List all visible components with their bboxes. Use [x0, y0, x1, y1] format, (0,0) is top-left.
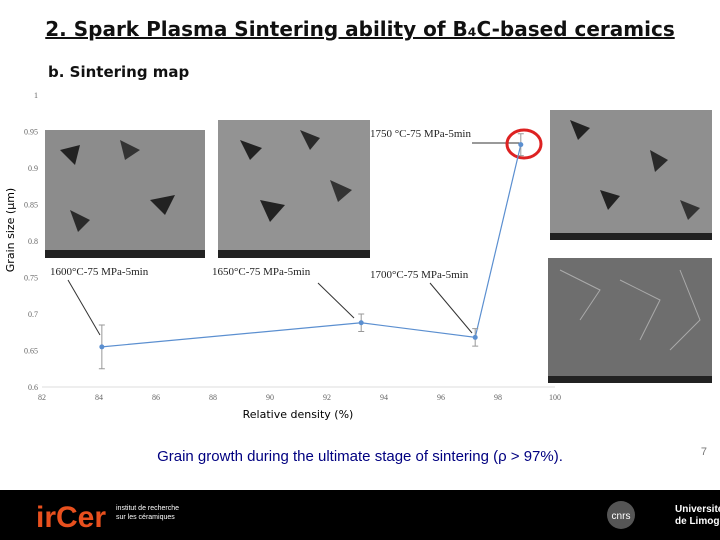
x-tick-label: 86 — [152, 393, 160, 402]
x-tick-label: 96 — [437, 393, 445, 402]
data-point — [472, 334, 478, 340]
micrograph — [548, 258, 712, 383]
annotation: 1650°C-75 MPa-5min — [212, 266, 311, 278]
y-tick-label: 0.7 — [28, 310, 38, 319]
highlight-circle — [505, 128, 543, 160]
annotation: 1700°C-75 MPa-5min — [370, 269, 469, 281]
footer-logo: irCer — [36, 501, 106, 534]
x-tick-label: 90 — [266, 393, 274, 402]
annotation: 1600°C-75 MPa-5min — [50, 266, 149, 278]
x-tick-label: 100 — [549, 393, 561, 402]
chart: 0.6 0.65 0.7 0.75 0.8 0.85 0.9 0.95 1 82 84 86 88 90 9… — [24, 91, 561, 402]
footer-institute: sur les céramiques — [116, 514, 175, 521]
micrograph — [45, 130, 205, 258]
y-tick-label: 1 — [34, 91, 38, 100]
x-tick-label: 82 — [38, 393, 46, 402]
data-point — [358, 320, 364, 326]
footer-band — [0, 490, 720, 540]
y-tick-label: 0.9 — [28, 164, 38, 173]
x-tick-label: 94 — [380, 393, 388, 402]
footer-cnrs: cnrs — [612, 511, 631, 522]
y-tick-label: 0.85 — [24, 201, 38, 210]
y-tick-label: 0.6 — [28, 383, 38, 392]
micrograph — [550, 110, 712, 240]
x-tick-label: 88 — [209, 393, 217, 402]
x-tick-label: 84 — [95, 393, 103, 402]
arrow — [67, 142, 520, 336]
page-number: 7 — [701, 446, 707, 458]
annotation: 1750 °C-75 MPa-5min — [370, 128, 471, 140]
slide-subtitle: b. Sintering map — [48, 63, 190, 81]
data-line — [101, 144, 522, 348]
cnrs-badge — [607, 501, 635, 529]
x-axis-label: Relative density (%) — [243, 408, 354, 421]
x-tick-label: 92 — [323, 393, 331, 402]
y-axis-label: Grain size (µm) — [4, 188, 17, 272]
micrograph — [218, 120, 370, 258]
y-tick-label: 0.95 — [24, 128, 38, 137]
y-tick-label: 0.75 — [24, 274, 38, 283]
caption: Grain growth during the ultimate stage o… — [157, 448, 563, 465]
slide-title: 2. Spark Plasma Sintering ability of B₄C… — [45, 17, 674, 41]
y-tick-label: 0.8 — [28, 237, 38, 246]
footer-university: Université — [675, 504, 720, 515]
data-point — [99, 344, 105, 350]
x-tick-label: 98 — [494, 393, 502, 402]
footer-university: de Limoges — [675, 516, 720, 527]
y-tick-label: 0.65 — [24, 347, 38, 356]
footer-institute: institut de recherche — [116, 505, 179, 512]
data-point — [518, 142, 524, 148]
